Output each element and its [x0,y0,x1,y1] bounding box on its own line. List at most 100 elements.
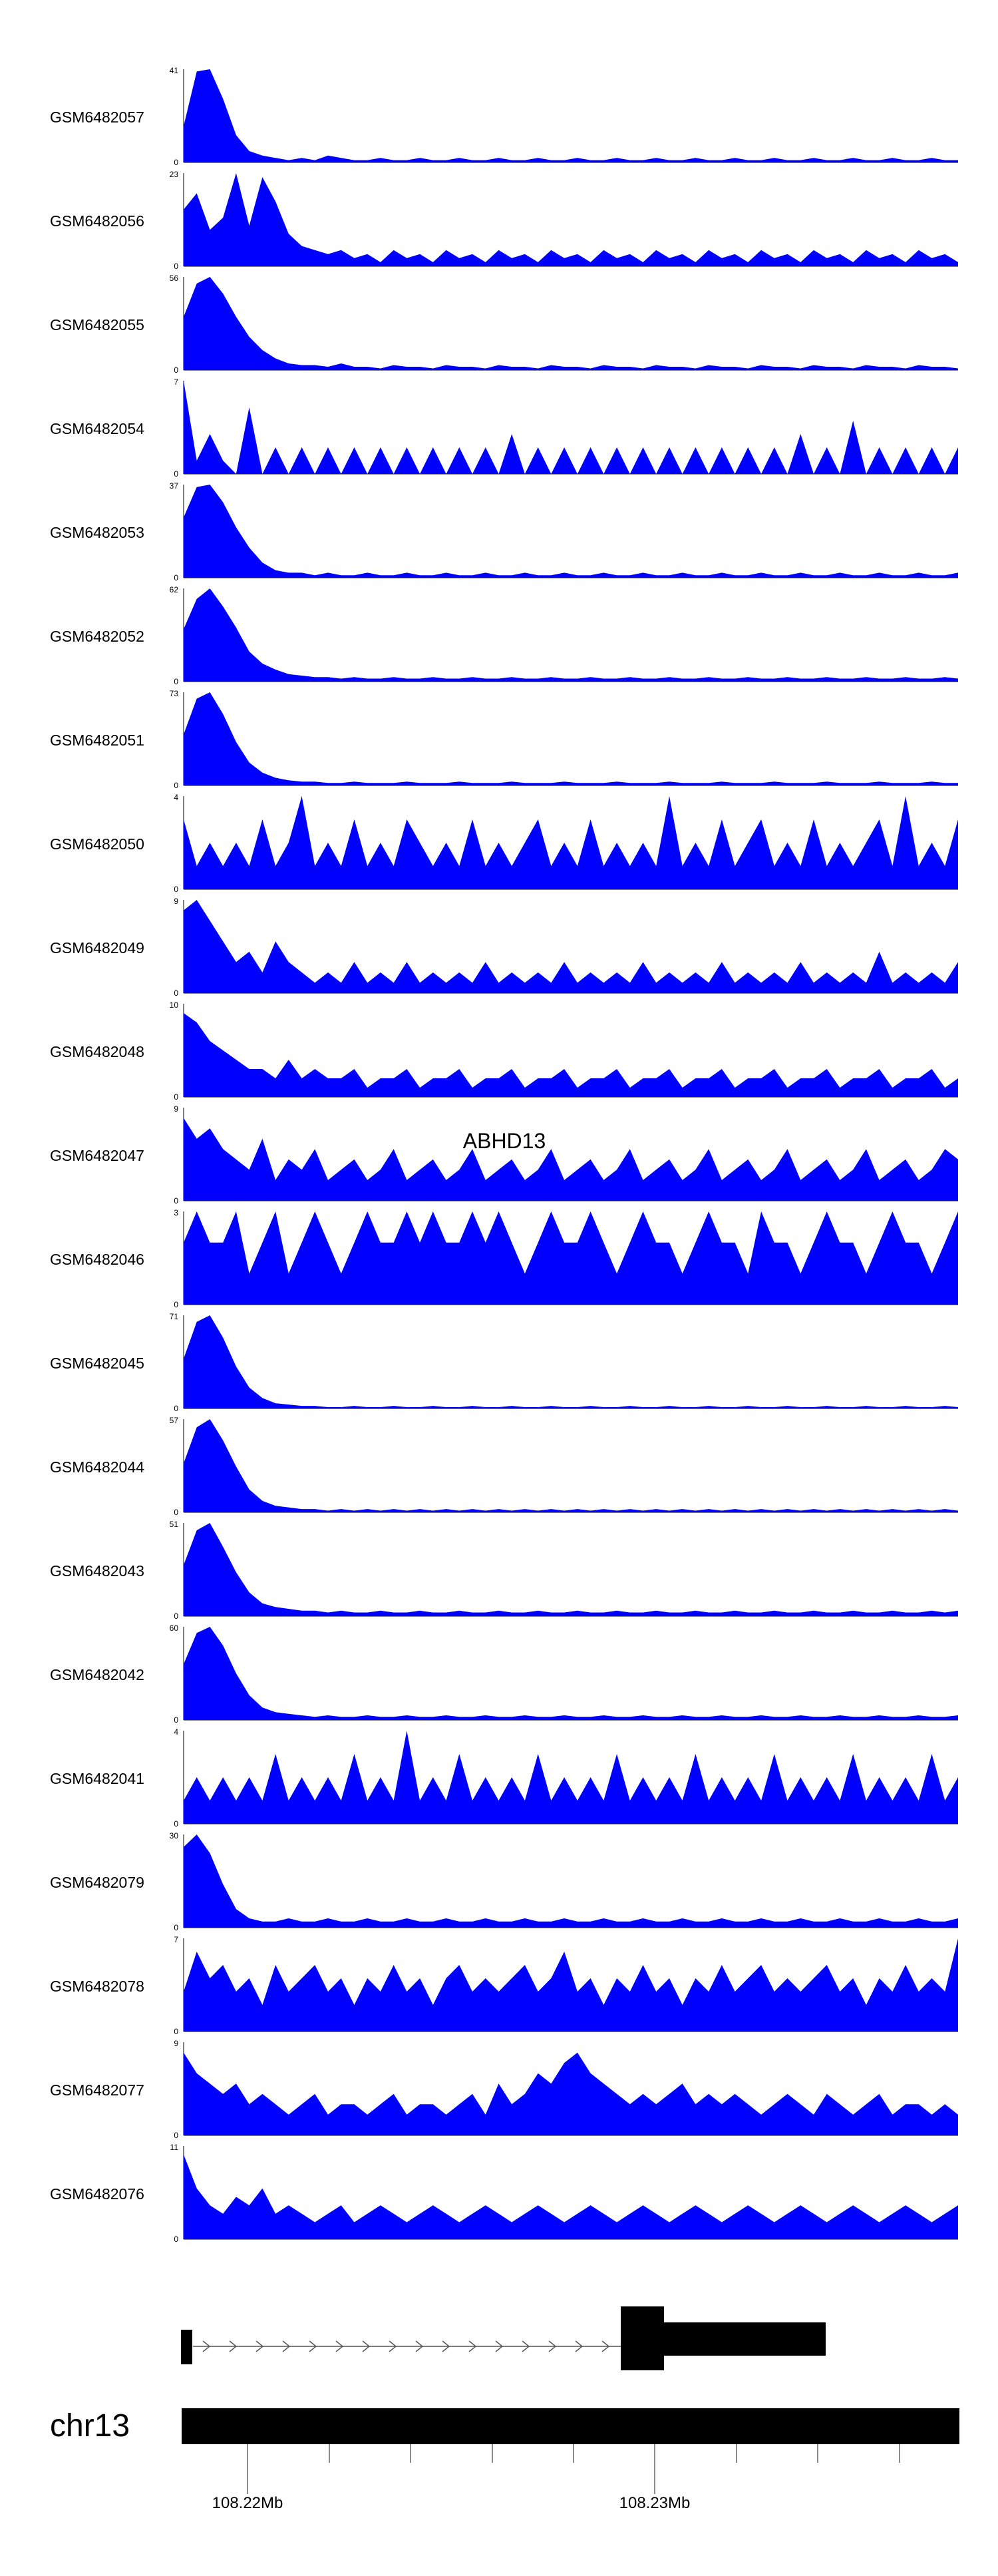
coverage-tracks: GSM6482057410GSM6482056230GSM6482055560G… [50,66,958,2244]
track-GSM6482052: GSM6482052 62 0 [50,585,958,686]
tick-label-108-23: 108.23Mb [619,2494,691,2512]
coverage-area [184,381,958,474]
intron-chevron [362,2340,371,2352]
track-label: GSM6482043 [50,1562,144,1580]
coverage-area [184,1211,958,1305]
gene-exon-2 [621,2306,664,2370]
track-label: GSM6482079 [50,1874,144,1891]
track-label: GSM6482078 [50,1978,144,1995]
y-min-label: 0 [174,2131,178,2140]
chromosome-label: chr13 [50,2408,130,2444]
coverage-area [184,1938,958,2032]
y-min-label: 0 [174,365,178,375]
y-min-label: 0 [174,1196,178,1205]
track-GSM6482077: GSM6482077 9 0 [50,2039,958,2140]
track-GSM6482076: GSM6482076 11 0 [50,2143,958,2244]
y-max-label: 4 [174,1727,178,1737]
track-label: GSM6482044 [50,1458,144,1476]
track-GSM6482051: GSM6482051 73 0 [50,689,958,790]
y-max-label: 37 [170,481,179,491]
track-label: GSM6482076 [50,2185,144,2203]
track-GSM6482045: GSM6482045 71 0 [50,1312,958,1413]
y-max-label: 23 [170,170,179,179]
coverage-area [184,485,958,578]
coverage-area [184,1118,958,1201]
track-GSM6482043: GSM6482043 51 0 [50,1520,958,1621]
intron-chevron [255,2340,264,2352]
y-max-label: 73 [170,689,179,698]
y-max-label: 7 [174,1935,178,1944]
gene-label: ABHD13 [463,1129,546,1153]
track-label: GSM6482057 [50,108,144,126]
track-GSM6482056: GSM6482056 23 0 [50,170,958,271]
y-max-label: 71 [170,1312,179,1321]
track-label: GSM6482045 [50,1355,144,1372]
coverage-area [184,1013,958,1097]
coverage-area [184,1419,958,1512]
y-max-label: 7 [174,377,178,387]
intron-chevron [575,2340,583,2352]
coverage-area [184,173,958,266]
intron-chevron [202,2340,211,2352]
tick-label-108-22: 108.22Mb [212,2494,283,2512]
track-label: GSM6482052 [50,628,144,645]
y-min-label: 0 [174,2027,178,2036]
track-label: GSM6482053 [50,524,144,541]
coverage-area [184,69,958,162]
track-GSM6482042: GSM6482042 60 0 [50,1623,958,1725]
coverage-area [184,2052,958,2135]
coverage-area [184,900,958,993]
intron-chevron [415,2340,424,2352]
intron-chevron [282,2340,291,2352]
chromosome-track: chr13 108.22Mb 108.23Mb [50,2408,959,2512]
y-min-label: 0 [174,1819,178,1828]
track-GSM6482050: GSM6482050 4 0 [50,793,958,894]
intron-chevron [522,2340,530,2352]
gene-exon-1 [181,2330,192,2364]
track-GSM6482044: GSM6482044 57 0 [50,1416,958,1517]
track-label: GSM6482048 [50,1043,144,1060]
intron-chevron [229,2340,238,2352]
y-min-label: 0 [174,988,178,998]
y-min-label: 0 [174,1923,178,1932]
track-label: GSM6482047 [50,1147,144,1164]
track-GSM6482078: GSM6482078 7 0 [50,1935,958,2036]
intron-chevron [495,2340,504,2352]
y-min-label: 0 [174,573,178,582]
intron-chevron [389,2340,397,2352]
y-max-label: 9 [174,2039,178,2048]
coverage-area [184,692,958,785]
y-max-label: 9 [174,1104,178,1114]
chromosome-bar [182,2408,959,2444]
y-min-label: 0 [174,1508,178,1517]
coverage-area [184,2154,958,2239]
y-max-label: 10 [170,1000,179,1010]
track-GSM6482049: GSM6482049 9 0 [50,897,958,998]
y-min-label: 0 [174,469,178,479]
track-label: GSM6482041 [50,1770,144,1787]
track-label: GSM6482042 [50,1666,144,1683]
coverage-area [184,588,958,682]
track-label: GSM6482051 [50,732,144,749]
coverage-area [184,1627,958,1720]
intron-chevron [442,2340,450,2352]
track-GSM6482048: GSM6482048 10 0 [50,1000,958,1102]
coverage-area [184,1731,958,1824]
y-max-label: 56 [170,274,179,283]
y-max-label: 3 [174,1208,178,1217]
y-min-label: 0 [174,1092,178,1102]
y-max-label: 51 [170,1520,179,1529]
track-GSM6482057: GSM6482057 41 0 [50,66,958,167]
gene-track: ABHD13 [181,1129,826,2370]
track-label: GSM6482055 [50,316,144,333]
track-GSM6482079: GSM6482079 30 0 [50,1831,958,1932]
y-max-label: 41 [170,66,179,75]
track-label: GSM6482049 [50,939,144,957]
intron-chevron [548,2340,557,2352]
coverage-area [184,1523,958,1616]
y-min-label: 0 [174,1404,178,1413]
y-min-label: 0 [174,1715,178,1725]
track-GSM6482053: GSM6482053 37 0 [50,481,958,582]
coverage-area [184,1834,958,1928]
coverage-area [184,796,958,889]
